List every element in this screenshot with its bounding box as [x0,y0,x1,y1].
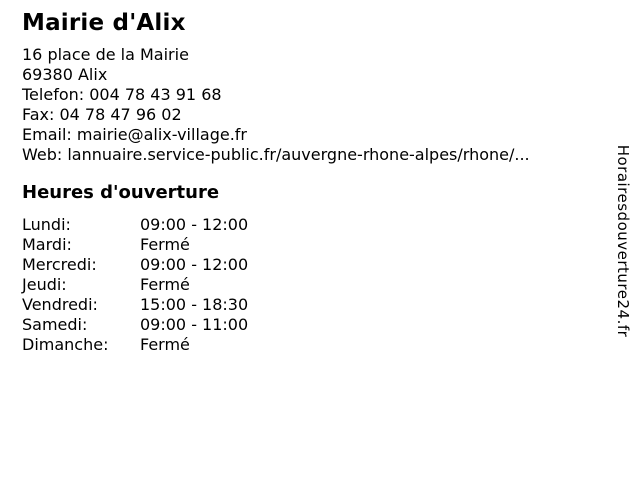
day-hours: 15:00 - 18:30 [140,295,249,314]
phone-line: Telefon: 004 78 43 91 68 [22,85,222,104]
opening-hours-table: Lundi: 09:00 - 12:00 Mardi: Fermé Mercre… [22,215,600,355]
day-label: Jeudi: [22,275,67,294]
day-hours: 09:00 - 12:00 [140,255,249,274]
day-label: Samedi: [22,315,88,334]
day-hours: Fermé [140,235,190,254]
hours-row-vendredi: Vendredi: 15:00 - 18:30 [22,295,600,315]
address-street-line: 16 place de la Mairie [22,45,189,64]
page-title: Mairie d'Alix [22,10,186,36]
hours-row-jeudi: Jeudi: Fermé [22,275,600,295]
web-line: Web: lannuaire.service-public.fr/auvergn… [22,145,530,164]
hours-row-dimanche: Dimanche: Fermé [22,335,600,355]
site-watermark: Horairesdouverture24.fr [614,144,632,338]
day-label: Vendredi: [22,295,98,314]
email-line: Email: mairie@alix-village.fr [22,125,247,144]
day-label: Dimanche: [22,335,109,354]
contact-block: 16 place de la Mairie 69380 Alix Telefon… [22,45,600,165]
day-hours: Fermé [140,275,190,294]
day-hours: 09:00 - 11:00 [140,315,249,334]
day-hours: 09:00 - 12:00 [140,215,249,234]
day-label: Mercredi: [22,255,97,274]
fax-line: Fax: 04 78 47 96 02 [22,105,182,124]
hours-row-mardi: Mardi: Fermé [22,235,600,255]
address-city-line: 69380 Alix [22,65,108,84]
opening-hours-heading: Heures d'ouverture [22,182,220,203]
day-hours: Fermé [140,335,190,354]
day-label: Mardi: [22,235,72,254]
hours-row-lundi: Lundi: 09:00 - 12:00 [22,215,600,235]
hours-row-samedi: Samedi: 09:00 - 11:00 [22,315,600,335]
day-label: Lundi: [22,215,71,234]
hours-row-mercredi: Mercredi: 09:00 - 12:00 [22,255,600,275]
business-info: Mairie d'Alix 16 place de la Mairie 6938… [22,10,600,355]
